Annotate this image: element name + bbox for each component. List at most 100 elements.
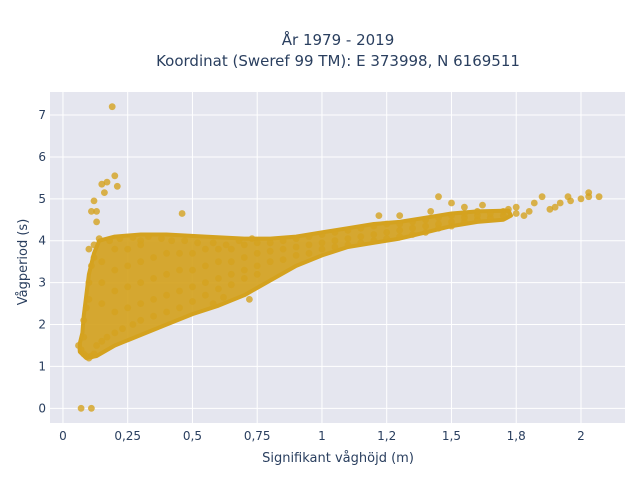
x-tick-label: 0,75 bbox=[244, 429, 271, 443]
data-point bbox=[577, 195, 585, 203]
data-point bbox=[331, 243, 339, 251]
data-point bbox=[137, 316, 145, 324]
data-point bbox=[305, 233, 313, 241]
data-point bbox=[505, 205, 512, 213]
data-point bbox=[370, 231, 378, 238]
data-point bbox=[77, 404, 85, 412]
data-point bbox=[215, 258, 222, 266]
data-point bbox=[119, 325, 126, 333]
data-point bbox=[189, 266, 196, 274]
data-point bbox=[202, 262, 209, 270]
data-point bbox=[209, 239, 217, 247]
x-tick-label: 2 bbox=[577, 429, 585, 443]
data-point bbox=[90, 241, 98, 249]
data-point bbox=[556, 199, 564, 207]
data-point bbox=[318, 245, 326, 253]
data-point bbox=[98, 300, 106, 307]
y-tick-label: 5 bbox=[38, 192, 46, 206]
data-point bbox=[248, 235, 256, 243]
data-point bbox=[409, 231, 416, 238]
data-point bbox=[409, 218, 416, 226]
data-point bbox=[129, 321, 137, 328]
data-point bbox=[396, 233, 404, 241]
data-point bbox=[129, 234, 137, 241]
data-point bbox=[158, 235, 165, 243]
data-point bbox=[551, 203, 559, 211]
data-point bbox=[448, 218, 455, 226]
data-point bbox=[98, 180, 106, 188]
data-point bbox=[474, 208, 481, 215]
data-point bbox=[85, 296, 93, 303]
data-point bbox=[111, 329, 119, 337]
data-point bbox=[266, 247, 274, 255]
data-point bbox=[220, 293, 227, 301]
data-point bbox=[240, 266, 248, 274]
data-point bbox=[331, 237, 339, 245]
data-point bbox=[168, 237, 176, 245]
data-point bbox=[124, 245, 132, 253]
data-point bbox=[486, 210, 494, 217]
data-point bbox=[383, 229, 391, 236]
data-point bbox=[435, 193, 442, 201]
data-point bbox=[227, 281, 235, 289]
x-axis-title: Signifikant våghöjd (m) bbox=[262, 451, 414, 466]
data-point bbox=[137, 300, 145, 307]
y-tick-label: 1 bbox=[38, 359, 46, 373]
x-tick-label: 1 bbox=[318, 429, 326, 443]
data-point bbox=[111, 266, 119, 274]
data-point bbox=[461, 203, 468, 211]
data-point bbox=[305, 241, 313, 249]
data-point bbox=[344, 241, 352, 249]
chart-title-line2: Koordinat (Sweref 99 TM): E 373998, N 61… bbox=[156, 52, 520, 70]
data-point bbox=[103, 178, 111, 186]
data-point bbox=[292, 243, 300, 251]
data-point bbox=[98, 337, 106, 345]
data-point bbox=[116, 235, 124, 243]
data-point bbox=[538, 193, 546, 201]
data-point bbox=[279, 256, 287, 263]
data-point bbox=[422, 222, 429, 230]
data-point bbox=[344, 235, 352, 243]
data-point bbox=[292, 252, 300, 259]
x-tick-label: 0 bbox=[59, 429, 67, 443]
data-point bbox=[88, 262, 95, 270]
data-point bbox=[176, 287, 183, 295]
y-tick-label: 4 bbox=[38, 234, 46, 248]
data-point bbox=[235, 237, 243, 245]
data-point bbox=[93, 208, 100, 215]
data-point bbox=[80, 316, 88, 324]
data-point bbox=[253, 249, 261, 257]
y-tick-label: 3 bbox=[38, 276, 46, 290]
data-point bbox=[88, 404, 95, 412]
data-point bbox=[357, 239, 365, 247]
data-point bbox=[546, 205, 554, 213]
grid-lines bbox=[50, 92, 625, 423]
data-point bbox=[266, 239, 274, 247]
data-point bbox=[163, 249, 171, 257]
data-point bbox=[530, 199, 538, 207]
data-point bbox=[113, 182, 121, 190]
data-point bbox=[85, 245, 93, 253]
data-point bbox=[370, 222, 378, 230]
data-point bbox=[292, 235, 300, 243]
data-point bbox=[227, 270, 235, 278]
data-point bbox=[383, 220, 391, 228]
data-point bbox=[266, 258, 274, 266]
data-point bbox=[215, 275, 222, 282]
data-point bbox=[101, 189, 108, 197]
data-point bbox=[202, 279, 209, 286]
data-point bbox=[137, 258, 145, 266]
data-point bbox=[357, 233, 365, 241]
data-point bbox=[240, 254, 248, 261]
x-tick-label: 1,8 bbox=[507, 429, 526, 443]
data-point bbox=[108, 103, 116, 111]
data-point bbox=[150, 275, 158, 282]
data-point bbox=[103, 333, 111, 341]
data-point bbox=[163, 270, 171, 278]
data-point bbox=[567, 197, 574, 205]
data-point bbox=[448, 199, 455, 207]
data-point bbox=[375, 212, 383, 220]
data-point bbox=[202, 245, 209, 253]
data-point bbox=[409, 224, 416, 232]
